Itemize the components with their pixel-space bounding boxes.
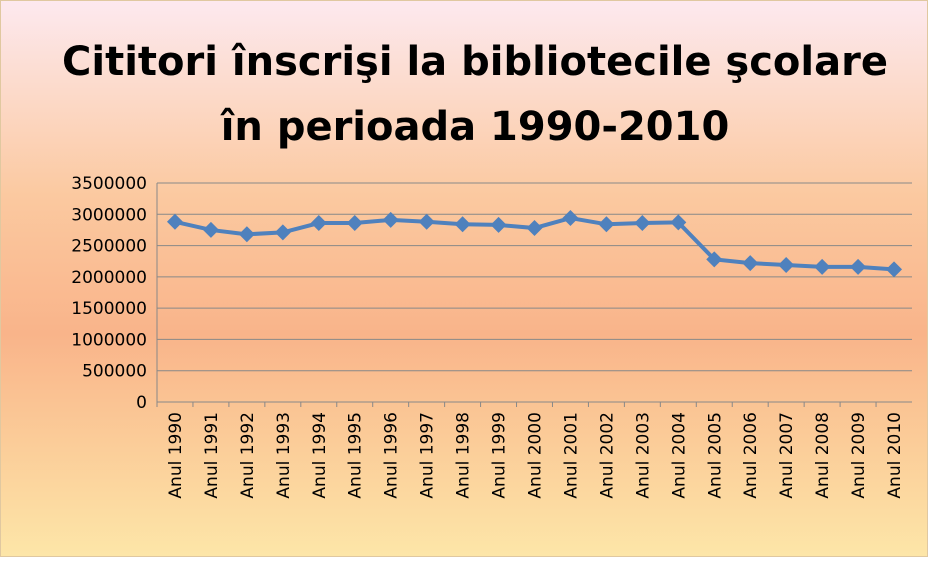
marker — [706, 251, 723, 268]
x-tick-label: Anul 1993 — [274, 412, 294, 499]
marker — [418, 213, 435, 230]
x-tick-label: Anul 2001 — [561, 412, 581, 499]
x-tick-label: Anul 1998 — [454, 412, 474, 499]
x-tick-label: Anul 2008 — [813, 412, 833, 499]
x-tick-label: Anul 2004 — [669, 412, 689, 499]
x-tick-label: Anul 1996 — [382, 412, 402, 499]
y-tick-label: 2000000 — [71, 268, 147, 288]
y-tick-label: 1500000 — [71, 299, 147, 319]
marker — [310, 215, 327, 232]
marker — [778, 256, 795, 273]
marker — [454, 216, 471, 233]
chart-title: în perioada 1990-2010 — [220, 104, 730, 150]
marker — [886, 261, 903, 278]
marker — [814, 258, 831, 275]
marker — [634, 215, 651, 232]
y-tick-label: 0 — [136, 393, 147, 413]
y-tick-label: 3500000 — [71, 174, 147, 194]
x-tick-label: Anul 1992 — [238, 412, 258, 499]
marker — [742, 255, 759, 272]
x-tick-label: Anul 2009 — [849, 412, 869, 499]
y-tick-label: 2500000 — [71, 237, 147, 257]
x-tick-label: Anul 1997 — [418, 412, 438, 499]
y-tick-label: 500000 — [82, 362, 147, 382]
marker — [382, 211, 399, 228]
x-tick-label: Anul 1990 — [166, 412, 186, 499]
x-tick-label: Anul 2000 — [526, 412, 546, 499]
x-tick-label: Anul 1999 — [490, 412, 510, 499]
x-tick-label: Anul 1991 — [202, 412, 222, 499]
marker — [850, 258, 867, 275]
marker — [598, 216, 615, 233]
marker — [346, 215, 363, 232]
marker — [274, 224, 291, 241]
x-tick-label: Anul 2006 — [741, 412, 761, 499]
marker — [238, 226, 255, 243]
y-tick-label: 3000000 — [71, 205, 147, 225]
marker — [670, 214, 687, 231]
chart-title: Cititori înscrişi la bibliotecile şcolar… — [62, 39, 888, 85]
x-tick-label: Anul 2005 — [705, 412, 725, 499]
marker — [526, 220, 543, 237]
x-tick-label: Anul 2007 — [777, 412, 797, 499]
y-tick-label: 1000000 — [71, 330, 147, 350]
marker — [166, 213, 183, 230]
marker — [490, 216, 507, 233]
x-tick-label: Anul 1995 — [346, 412, 366, 499]
x-tick-label: Anul 2003 — [633, 412, 653, 499]
x-tick-label: Anul 1994 — [310, 412, 330, 499]
marker — [562, 210, 579, 227]
marker — [202, 221, 219, 238]
x-tick-label: Anul 2002 — [597, 412, 617, 499]
x-tick-label: Anul 2010 — [885, 412, 905, 499]
